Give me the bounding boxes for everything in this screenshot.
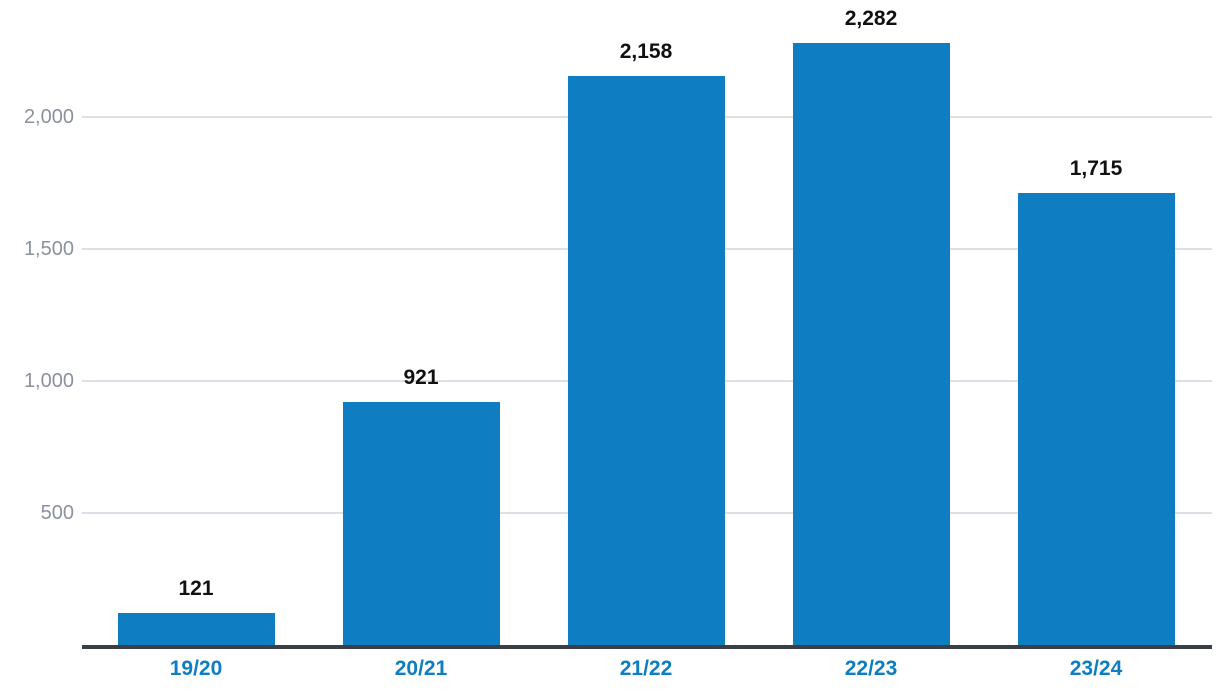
y-tick-label: 1,500 (23, 238, 74, 261)
x-tick-label: 20/21 (394, 657, 448, 680)
bar-20-21 (342, 402, 500, 645)
bar-19-20 (117, 613, 275, 645)
y-tick-label: 1,000 (23, 370, 74, 393)
bar-value-label: 921 (403, 366, 439, 389)
y-tick-label: 2,000 (23, 106, 74, 129)
bar-21-22 (567, 76, 725, 645)
x-tick-label: 22/23 (844, 657, 898, 680)
x-tick-label: 21/22 (619, 657, 673, 680)
bar-value-label: 1,715 (1069, 157, 1123, 180)
bar-value-label: 2,282 (844, 7, 898, 30)
bar-value-label: 121 (178, 577, 214, 600)
x-tick-label: 23/24 (1069, 657, 1123, 680)
bar-22-23 (792, 43, 950, 645)
bar-value-label: 2,158 (619, 40, 673, 63)
x-axis-line (82, 645, 1212, 649)
plot-area: 500 1,000 1,500 2,000 121 921 2,158 2,282 1,715 (23, 7, 1212, 645)
bar-23-24 (1017, 193, 1175, 645)
y-tick-label: 500 (40, 502, 74, 525)
x-tick-label: 19/20 (169, 657, 223, 680)
